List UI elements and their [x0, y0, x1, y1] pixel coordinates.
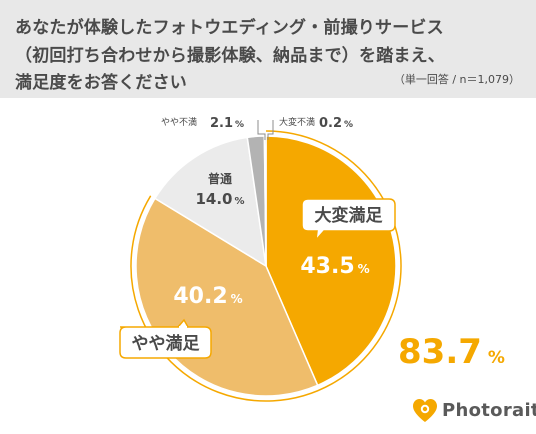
heart-camera-icon — [413, 399, 437, 422]
value-neutral: 14.0 — [195, 190, 232, 208]
value-very-dissatisfied: 0.2 — [319, 116, 342, 131]
brand-name: Photorait — [442, 400, 536, 421]
value-somewhat-satisfied: 40.2 — [173, 284, 227, 309]
value-somewhat-dissatisfied-text: 2.1% — [210, 116, 244, 131]
callout-somewhat-satisfied: やや満足 — [119, 318, 212, 359]
title-line-2: （初回打ち合わせから撮影体験、納品まで）を踏まえ、 — [15, 46, 445, 66]
label-very-dissatisfied: 大変不満 — [279, 116, 315, 128]
title-line-3: 満足度をお答ください — [15, 73, 187, 93]
label-neutral: 普通 — [208, 171, 232, 186]
combined-total-value: 83.7 — [398, 332, 482, 372]
leader-line-somewhat-dissatisfied — [257, 120, 266, 140]
combined-total-unit: % — [488, 348, 505, 368]
slice-neutral — [153, 136, 267, 268]
value-somewhat-satisfied-text: 40.2% — [173, 284, 242, 309]
title-line-1: あなたが体験したフォトウエディング・前撮りサービス — [15, 18, 444, 38]
unit-somewhat-satisfied: % — [231, 292, 243, 306]
label-very-satisfied: 大変満足 — [315, 205, 383, 226]
value-neutral-text: 14.0% — [195, 190, 244, 208]
unit-very-dissatisfied: % — [344, 120, 353, 130]
combined-total-text: 83.7% — [398, 332, 505, 372]
label-somewhat-satisfied: やや満足 — [132, 333, 200, 354]
value-very-dissatisfied-text: 0.2% — [319, 116, 353, 131]
unit-neutral: % — [234, 196, 244, 207]
label-somewhat-dissatisfied: やや不満 — [161, 117, 197, 128]
value-very-satisfied: 43.5 — [300, 254, 354, 279]
value-somewhat-dissatisfied: 2.1 — [210, 116, 233, 131]
sample-note: （単一回答 / n＝1,079） — [393, 73, 520, 86]
unit-very-satisfied: % — [358, 262, 370, 276]
leader-line-very-dissatisfied — [267, 120, 274, 140]
title-header: あなたが体験したフォトウエディング・前撮りサービス （初回打ち合わせから撮影体験… — [0, 0, 536, 98]
value-very-satisfied-text: 43.5% — [300, 254, 369, 279]
unit-somewhat-dissatisfied: % — [235, 120, 244, 130]
callout-very-satisfied: 大変満足 — [301, 198, 396, 243]
combined-satisfied-outline — [130, 130, 402, 402]
